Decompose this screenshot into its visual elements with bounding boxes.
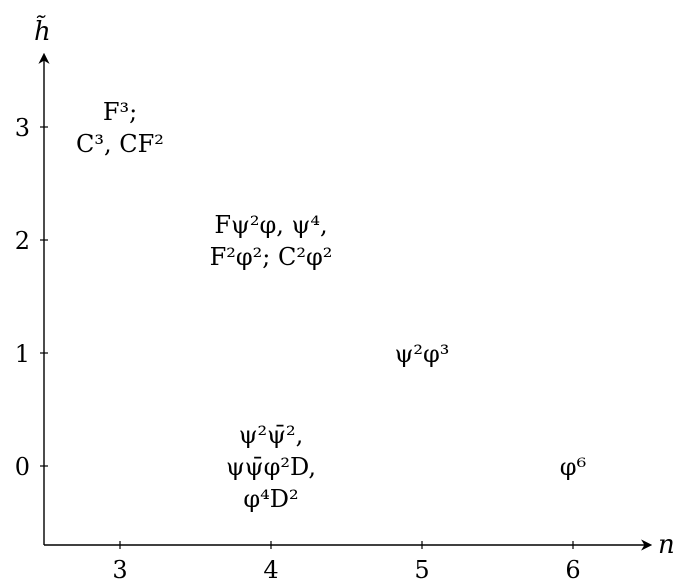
data-point-label-line: F³; bbox=[103, 98, 137, 126]
y-axis-title: h̃ bbox=[34, 15, 51, 47]
x-axis-title: n bbox=[658, 530, 675, 560]
x-tick-label: 6 bbox=[565, 556, 580, 583]
y-tick-label: 2 bbox=[15, 227, 30, 255]
y-tick-label: 0 bbox=[15, 453, 30, 481]
data-point-label: ψ²ψ̄², ψψ̄φ²D, φ⁴D² bbox=[226, 421, 316, 513]
data-point-label: F³; C³, CF² bbox=[76, 98, 164, 158]
data-point-label-line: ψψ̄φ²D, bbox=[226, 453, 316, 481]
data-point-label-line: ψ²ψ̄², bbox=[239, 421, 304, 449]
data-point-label-line: C³, CF² bbox=[76, 130, 164, 158]
y-tick-label: 1 bbox=[15, 340, 30, 368]
x-tick-label: 4 bbox=[263, 556, 278, 583]
x-tick-label: 5 bbox=[414, 556, 429, 583]
x-tick-label: 3 bbox=[112, 556, 127, 583]
data-point-label: ψ²φ³ bbox=[395, 340, 450, 368]
data-point-label: φ⁶ bbox=[560, 453, 586, 481]
data-point-label-line: φ⁶ bbox=[560, 453, 586, 481]
data-point-label-line: F²φ²; C²φ² bbox=[210, 243, 333, 271]
data-point-label-line: ψ²φ³ bbox=[395, 340, 450, 368]
data-point-label-line: φ⁴D² bbox=[243, 485, 298, 513]
axis-ticks: 3 4 5 6 0 1 2 3 bbox=[15, 114, 581, 583]
y-tick-label: 3 bbox=[15, 114, 30, 142]
data-point-label-line: Fψ²φ, ψ⁴, bbox=[214, 211, 327, 239]
data-point-label: Fψ²φ, ψ⁴, F²φ²; C²φ² bbox=[210, 211, 333, 271]
